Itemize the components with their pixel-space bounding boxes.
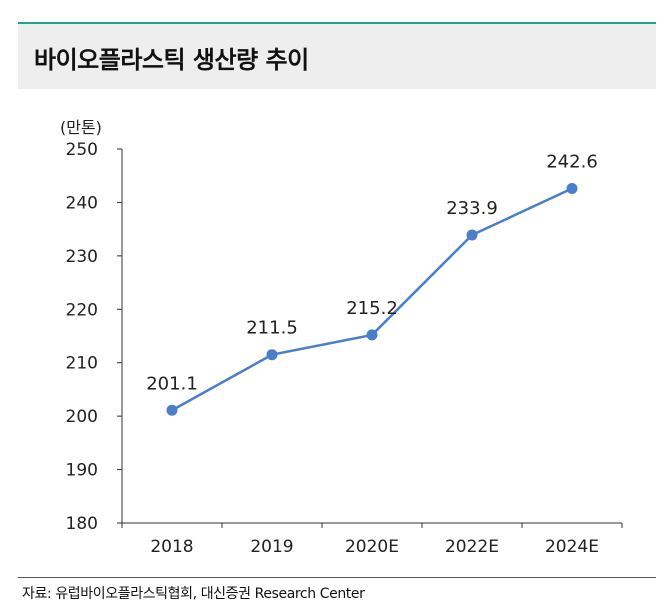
y-tick-label: 200 bbox=[66, 407, 98, 427]
y-tick-label: 250 bbox=[66, 140, 98, 160]
chart-axes bbox=[121, 149, 622, 524]
y-axis-ticks: 180 190 200 210 220 230 240 250 bbox=[66, 140, 122, 534]
data-label: 242.6 bbox=[546, 152, 598, 173]
y-tick-label: 210 bbox=[66, 354, 98, 374]
x-axis-ticks: 2018 2019 2020E 2022E 2024E bbox=[121, 523, 623, 557]
data-point bbox=[466, 229, 478, 241]
title-band: 바이오플라스틱 생산량 추이 bbox=[18, 24, 656, 89]
y-tick-label: 220 bbox=[66, 300, 98, 320]
y-tick-label: 180 bbox=[66, 514, 98, 534]
x-tick-label: 2024E bbox=[545, 537, 599, 557]
source-note: 자료: 유럽바이오플라스틱협회, 대신증권 Research Center bbox=[22, 586, 365, 602]
x-tick-label: 2022E bbox=[445, 537, 499, 557]
y-tick-label: 190 bbox=[66, 461, 98, 481]
data-label: 215.2 bbox=[346, 298, 398, 319]
data-label: 211.5 bbox=[246, 318, 298, 339]
data-point bbox=[566, 183, 578, 195]
data-points bbox=[166, 183, 578, 416]
y-axis-unit-label: (만톤) bbox=[60, 118, 102, 137]
y-tick-label: 240 bbox=[66, 193, 98, 213]
chart-title: 바이오플라스틱 생산량 추이 bbox=[34, 46, 309, 74]
data-point bbox=[366, 329, 378, 341]
bottom-rule bbox=[18, 577, 656, 578]
x-tick-label: 2018 bbox=[150, 537, 193, 557]
data-point bbox=[266, 349, 278, 361]
data-label: 233.9 bbox=[446, 198, 498, 219]
y-tick-label: 230 bbox=[66, 247, 98, 267]
data-labels: 201.1 211.5 215.2 233.9 242.6 bbox=[146, 152, 598, 395]
x-tick-label: 2019 bbox=[250, 537, 293, 557]
top-rule bbox=[18, 22, 656, 24]
x-tick-label: 2020E bbox=[345, 537, 399, 557]
data-label: 201.1 bbox=[146, 373, 198, 394]
data-point bbox=[166, 404, 178, 416]
